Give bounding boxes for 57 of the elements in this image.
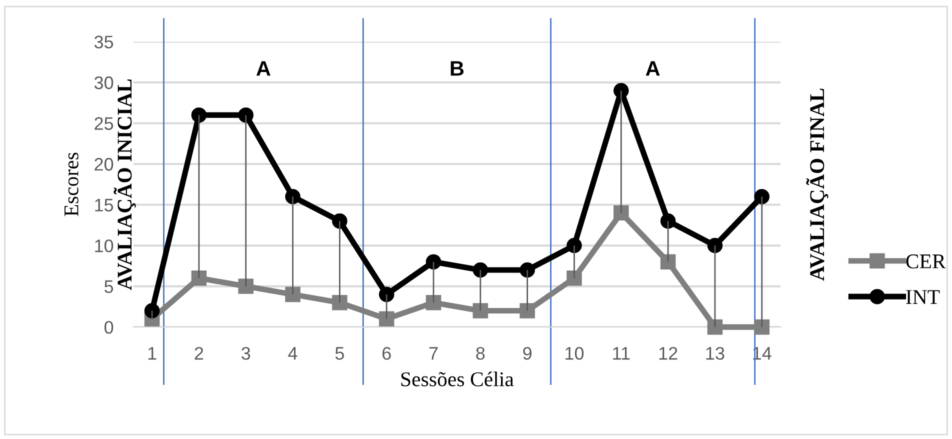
x-tick-label: 1 [148, 347, 156, 360]
point [660, 254, 676, 270]
x-tick-label: 3 [242, 346, 250, 360]
point [707, 238, 723, 254]
point [285, 188, 300, 204]
y-tick-label: 5 [104, 280, 114, 294]
annotation: A [646, 61, 660, 76]
y-tick-label: 15 [95, 198, 114, 212]
legend-label: CER [906, 254, 946, 268]
point [191, 270, 207, 286]
x-tick-label: 12 [659, 346, 678, 360]
y-tick-label: 10 [95, 239, 114, 252]
annotation: B [450, 61, 464, 76]
point [332, 213, 348, 229]
point [614, 205, 629, 221]
point [472, 262, 488, 278]
point [520, 262, 535, 278]
point [566, 238, 582, 254]
point [191, 107, 207, 123]
x-tick-label: 6 [382, 346, 391, 360]
x-tick-label: 13 [706, 346, 724, 360]
x-tick-label: 9 [523, 346, 532, 360]
point [378, 311, 394, 327]
x-axis-title: Sessões Célia [401, 372, 514, 386]
x-tick-label: 8 [476, 346, 485, 360]
point [754, 319, 770, 335]
point [426, 254, 442, 270]
point [144, 303, 160, 318]
x-tick-label: 7 [429, 347, 438, 360]
point [520, 303, 535, 318]
point [378, 286, 394, 302]
x-tick-label: 11 [613, 347, 630, 360]
y-tick-label: 30 [94, 76, 114, 90]
x-tick-label: 2 [194, 346, 204, 360]
point [426, 294, 442, 310]
ref-line-label: AVALIAÇÃO FINAL [806, 88, 828, 281]
point [707, 319, 723, 335]
legend-label: INT [906, 290, 940, 304]
point [660, 213, 676, 229]
ref-line-label: AVALIAÇÃO INICIAL [114, 79, 136, 290]
y-tick-label: 25 [94, 117, 114, 130]
point [332, 294, 348, 310]
point [754, 188, 770, 204]
y-axis-title: Escores [64, 152, 78, 216]
annotation: A [256, 61, 270, 76]
y-tick-label: 0 [104, 320, 114, 334]
point [238, 278, 254, 294]
point [614, 82, 629, 98]
point [285, 286, 300, 302]
x-tick-label: 10 [566, 346, 584, 360]
y-tick-label: 20 [94, 158, 114, 171]
point [472, 303, 488, 318]
point [238, 107, 254, 123]
x-tick-label: 4 [288, 347, 298, 360]
x-tick-label: 5 [335, 347, 344, 360]
y-tick-label: 35 [94, 36, 114, 48]
point [566, 270, 582, 286]
